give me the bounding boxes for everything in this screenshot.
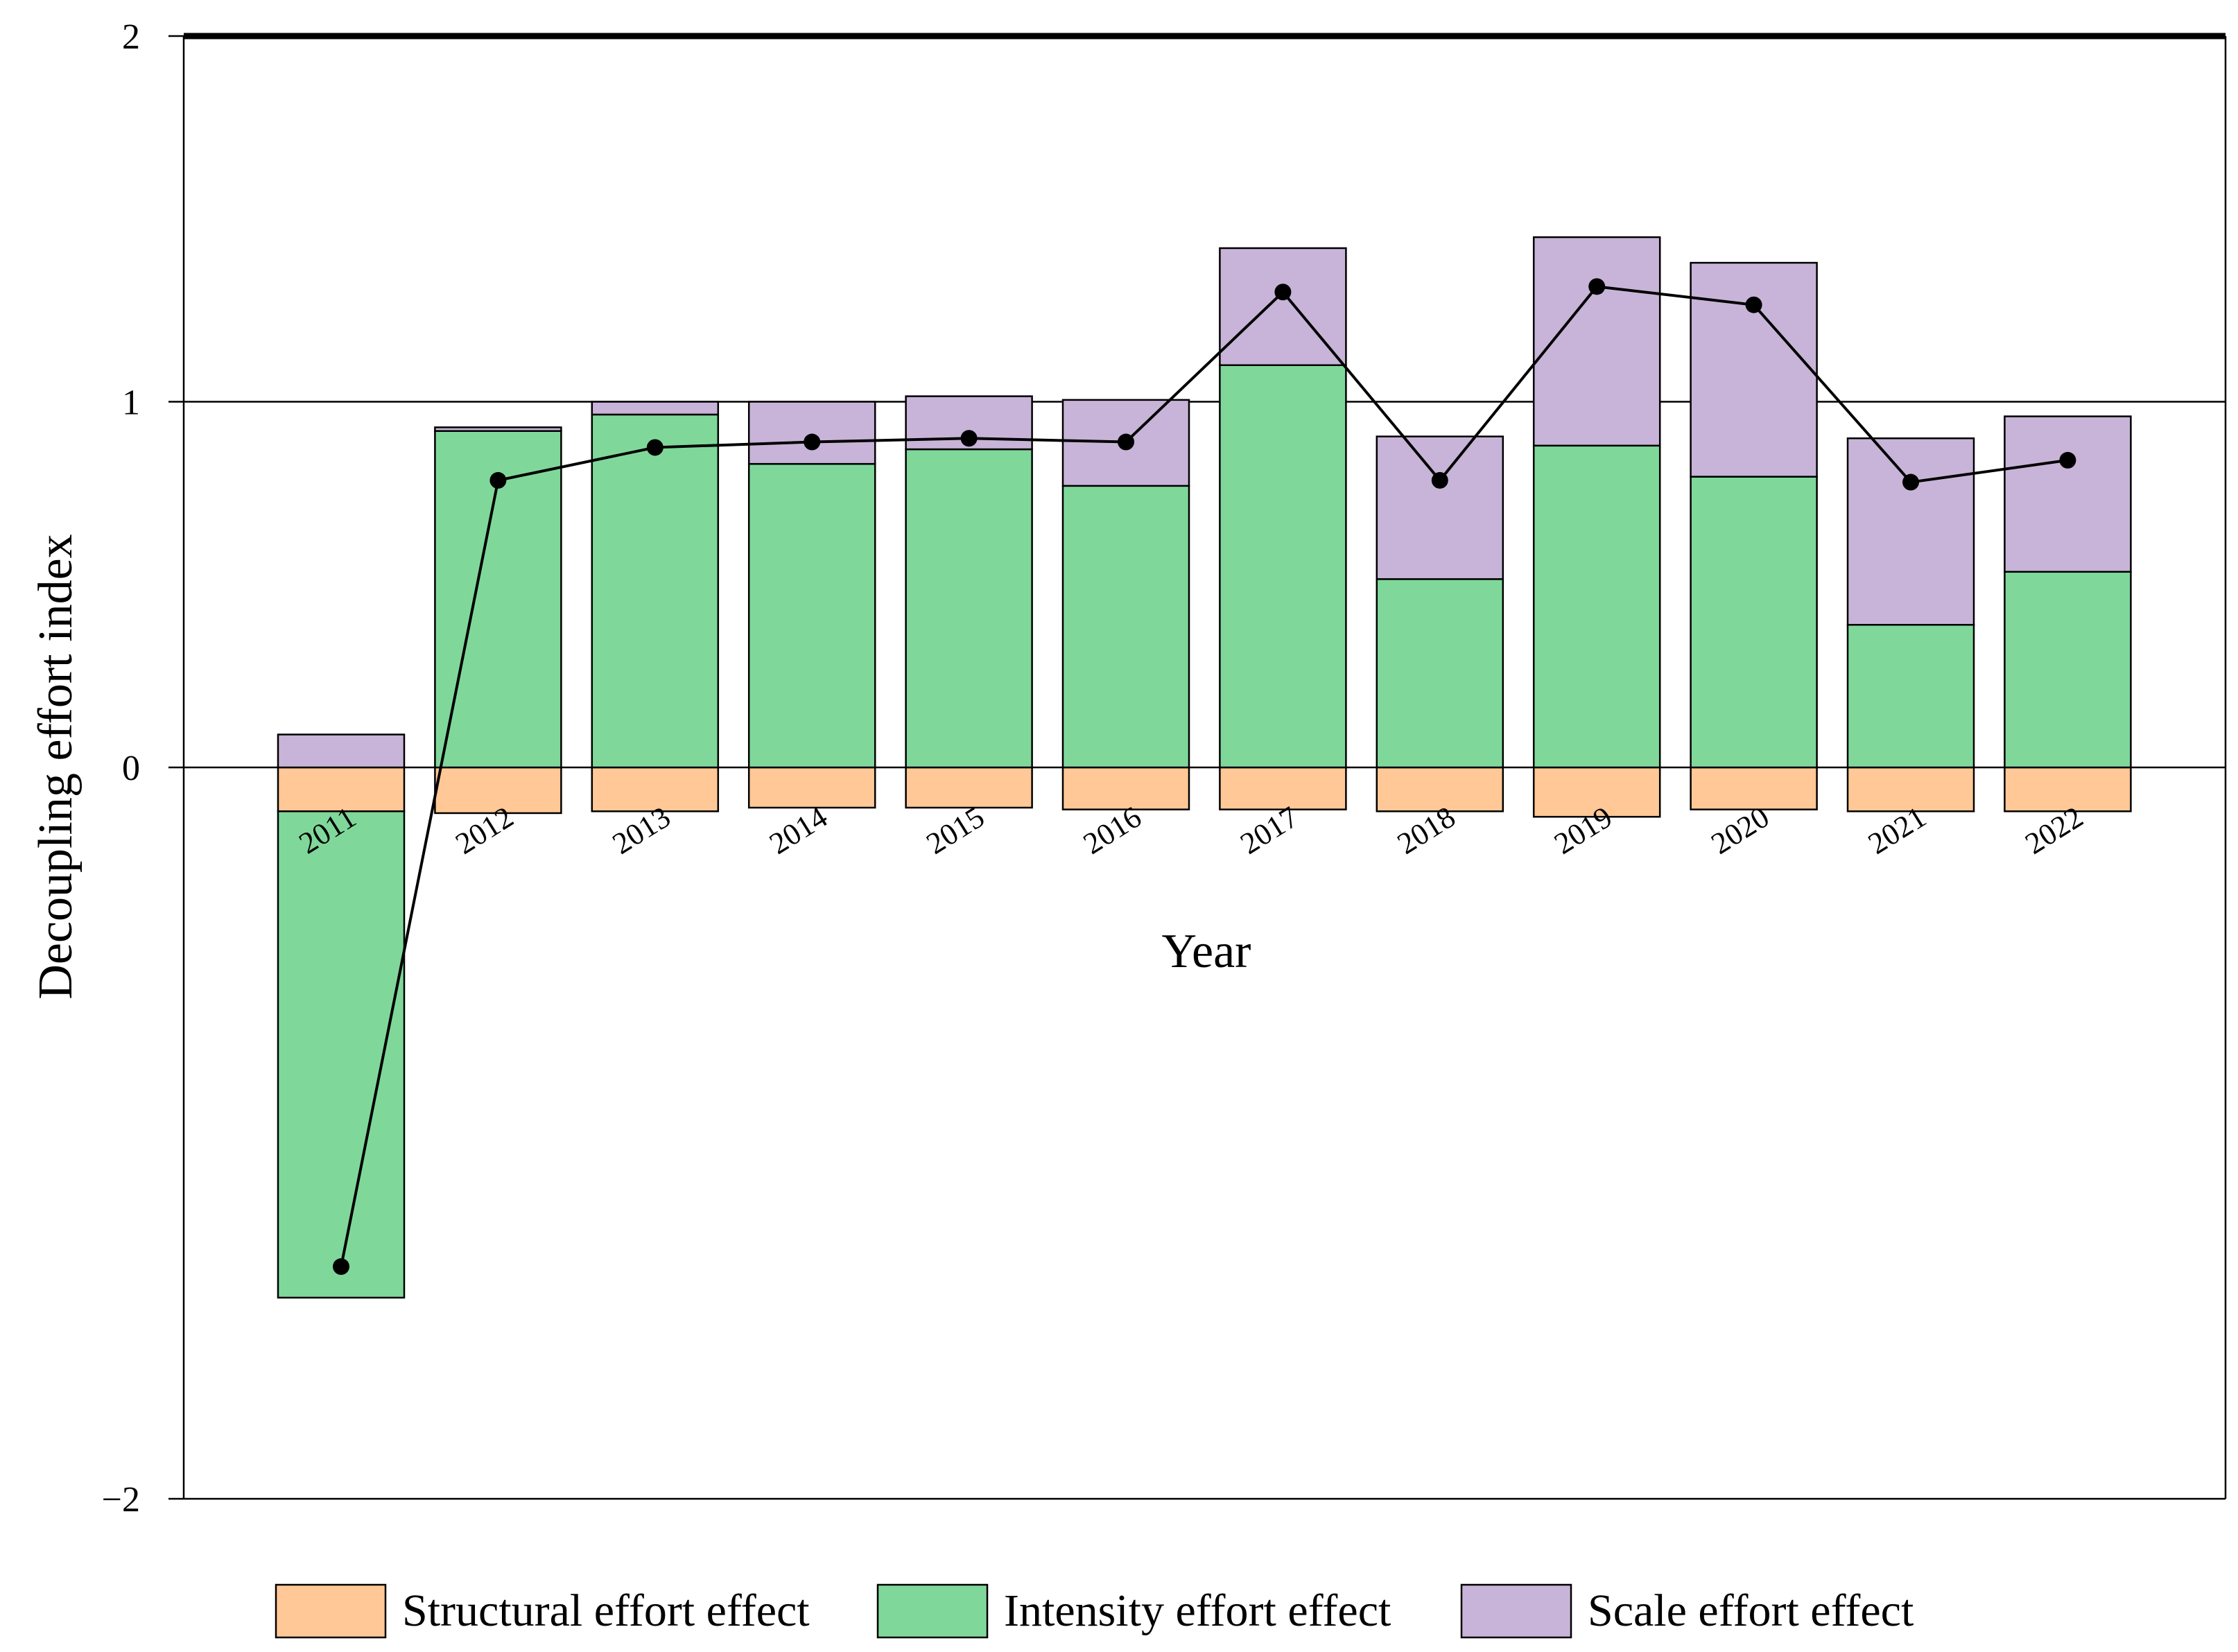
legend-swatch-scale-effort-effect — [1460, 1583, 1572, 1639]
bar-2019-scale-effort-effect — [1532, 236, 1661, 447]
bar-2017-scale-effort-effect — [1219, 247, 1347, 367]
bar-2019-structural-effort-effect — [1532, 766, 1661, 818]
legend: Structural effort effect Intensity effort… — [275, 1583, 1914, 1639]
x-category-label: 2014 — [763, 800, 833, 861]
legend-label-structural-effort-effect: Structural effort effect — [402, 1585, 810, 1636]
legend-swatch-intensity-effort-effect — [876, 1583, 989, 1639]
index-point-2019 — [1588, 278, 1606, 295]
bar-2016-intensity-effort-effect — [1061, 485, 1190, 769]
bar-2022-structural-effort-effect — [2004, 766, 2132, 812]
bar-2019-intensity-effort-effect — [1532, 444, 1661, 769]
index-line — [340, 285, 2068, 1267]
bar-2018-scale-effort-effect — [1376, 435, 1504, 580]
index-point-2013 — [646, 439, 663, 456]
bar-2011-scale-effort-effect — [277, 733, 406, 769]
bar-2022-scale-effort-effect — [2004, 415, 2132, 573]
bar-2018-intensity-effort-effect — [1376, 578, 1504, 769]
index-point-2021 — [1902, 473, 1919, 491]
bar-2020-structural-effort-effect — [1690, 766, 1818, 810]
y-tick-label: −2 — [102, 1480, 140, 1520]
y-tick-label: 1 — [122, 383, 140, 423]
bar-2013-structural-effort-effect — [591, 766, 720, 812]
bar-2011-structural-effort-effect — [277, 766, 406, 812]
bars-layer — [277, 236, 2132, 1299]
bar-2021-intensity-effort-effect — [1846, 624, 1975, 769]
index-point-2011 — [333, 1258, 349, 1276]
bar-2017-structural-effort-effect — [1219, 766, 1347, 810]
x-axis-title: Year — [1162, 925, 1251, 978]
bar-2012-scale-effort-effect — [434, 426, 562, 432]
bar-2017-intensity-effort-effect — [1219, 364, 1347, 769]
index-point-2012 — [489, 471, 507, 489]
bar-2020-scale-effort-effect — [1690, 261, 1818, 478]
x-category-label: 2015 — [921, 800, 991, 861]
y-axis: 2 1 0 −2 — [102, 17, 184, 1520]
index-point-2015 — [960, 430, 978, 447]
y-axis-title: Decoupling effort index — [29, 534, 83, 999]
bar-2013-scale-effort-effect — [591, 401, 720, 416]
legend-label-intensity-effort-effect: Intensity effort effect — [1004, 1585, 1391, 1636]
bar-2014-intensity-effort-effect — [747, 462, 876, 769]
index-point-2018 — [1431, 471, 1448, 489]
bar-2014-scale-effort-effect — [747, 401, 876, 465]
bar-2016-structural-effort-effect — [1061, 766, 1190, 810]
index-point-2017 — [1274, 284, 1292, 301]
index-point-2016 — [1118, 433, 1134, 451]
legend-label-scale-effort-effect: Scale effort effect — [1588, 1585, 1914, 1636]
y-tick-label: 2 — [122, 17, 140, 57]
bar-2020-intensity-effort-effect — [1690, 476, 1818, 769]
index-line-layer — [333, 278, 2076, 1276]
index-point-2020 — [1745, 296, 1762, 313]
index-point-2014 — [804, 433, 821, 451]
bar-2021-structural-effort-effect — [1846, 766, 1975, 812]
y-tick-label: 0 — [122, 749, 140, 788]
bar-2015-structural-effort-effect — [905, 766, 1033, 809]
bar-2022-intensity-effort-effect — [2004, 571, 2132, 769]
bar-2015-intensity-effort-effect — [905, 448, 1033, 769]
bar-2013-intensity-effort-effect — [591, 413, 720, 769]
index-point-2022 — [2059, 451, 2076, 469]
bar-2011-intensity-effort-effect — [277, 810, 406, 1299]
x-axis-category-labels: 2011 2012 2013 2014 2015 2016 2017 2018 2019 2020… — [293, 800, 2089, 861]
legend-swatch-structural-effort-effect — [275, 1583, 387, 1639]
bar-2018-structural-effort-effect — [1376, 766, 1504, 812]
bar-2021-scale-effort-effect — [1846, 437, 1975, 626]
